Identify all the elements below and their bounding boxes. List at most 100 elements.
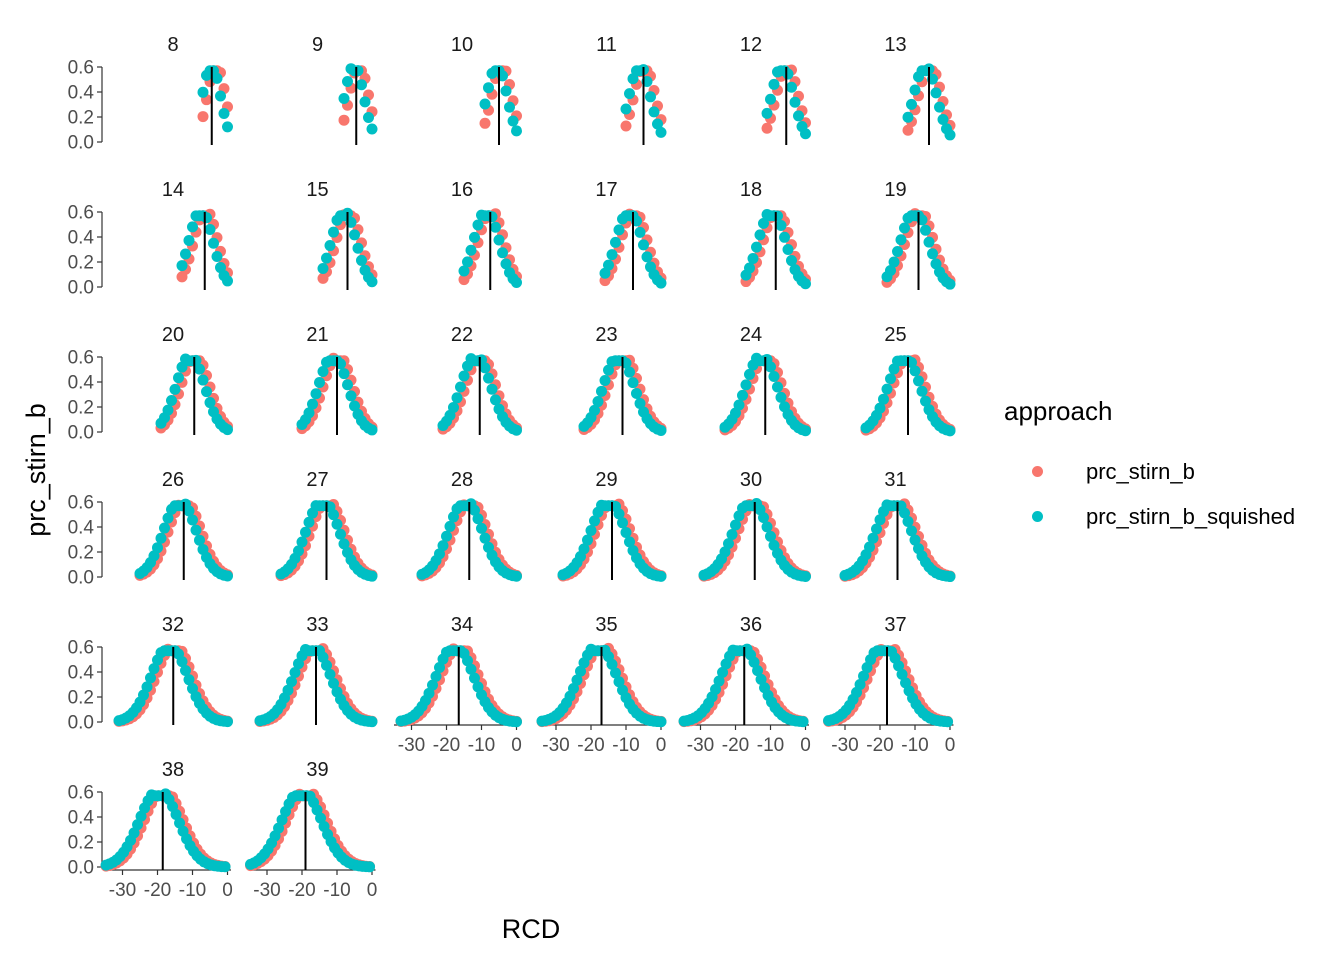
- point-prc-stirn-b-squished: [197, 86, 209, 98]
- facet-label-22: 22: [451, 324, 473, 346]
- point-prc-stirn-b-squished: [909, 534, 921, 546]
- point-prc-stirn-b-squished: [655, 277, 667, 289]
- point-prc-stirn-b-squished: [944, 425, 956, 437]
- point-prc-stirn-b-squished: [324, 668, 336, 680]
- point-prc-stirn-b-squished: [204, 223, 216, 235]
- y-tick-label: 0.2: [68, 833, 94, 854]
- point-prc-stirn-b: [197, 111, 209, 123]
- point-prc-stirn-b-squished: [589, 515, 600, 527]
- point-prc-stirn-b-squished: [455, 381, 466, 393]
- x-tick-label: -10: [468, 735, 495, 756]
- point-prc-stirn-b-squished: [349, 400, 360, 412]
- point-prc-stirn-b: [761, 122, 773, 134]
- point-prc-stirn-b-squished: [902, 516, 914, 528]
- point-prc-stirn-b-squished: [138, 689, 149, 701]
- point-prc-stirn-b-squished: [356, 254, 367, 266]
- y-tick-label: 0.0: [68, 423, 94, 444]
- facet-label-10: 10: [451, 34, 473, 56]
- y-tick-label: 0.4: [68, 228, 95, 249]
- point-prc-stirn-b-squished: [748, 656, 760, 668]
- point-prc-stirn-b-squished: [710, 683, 722, 695]
- point-prc-stirn-b-squished: [364, 861, 376, 873]
- point-prc-stirn-b-squished: [610, 667, 621, 679]
- point-prc-stirn-b-squished: [568, 683, 579, 695]
- point-prc-stirn-b-squished: [187, 514, 198, 526]
- y-tick-label: 0.4: [68, 518, 95, 539]
- point-prc-stirn-b-squished: [310, 388, 322, 400]
- point-prc-stirn-b-squished: [504, 101, 515, 113]
- y-tick-label: 0.4: [68, 663, 95, 684]
- point-prc-stirn-b-squished: [571, 674, 583, 686]
- facet-label-19: 19: [884, 179, 906, 201]
- point-prc-stirn-b-squished: [321, 252, 332, 264]
- point-prc-stirn-b-squished: [437, 540, 449, 552]
- x-tick-label: 0: [656, 735, 667, 756]
- point-prc-stirn-b-squished: [162, 404, 174, 416]
- legend-label-prc-stirn-b: prc_stirn_b: [1086, 458, 1195, 484]
- point-prc-stirn-b-squished: [497, 247, 508, 259]
- point-prc-stirn-b-squished: [779, 231, 790, 243]
- point-prc-stirn-b-squished: [782, 243, 794, 255]
- point-prc-stirn-b-squished: [913, 375, 924, 387]
- point-prc-stirn-b-squished: [596, 385, 607, 397]
- point-prc-stirn-b-squished: [871, 523, 882, 535]
- point-prc-stirn-b-squished: [717, 666, 729, 678]
- facet-label-28: 28: [451, 469, 473, 491]
- x-tick-label: -30: [831, 735, 858, 756]
- point-prc-stirn-b-squished: [730, 519, 741, 531]
- point-prc-stirn-b-squished: [613, 224, 625, 236]
- point-prc-stirn-b-squished: [920, 224, 931, 236]
- point-prc-stirn-b-squished: [315, 812, 327, 824]
- point-prc-stirn-b-squished: [772, 210, 783, 222]
- x-tick-label: -30: [687, 735, 714, 756]
- facet-label-11: 11: [596, 34, 617, 56]
- point-prc-stirn-b-squished: [176, 260, 188, 272]
- point-prc-stirn-b-squished: [222, 570, 233, 582]
- point-prc-stirn-b-squished: [296, 536, 308, 548]
- legend-title: approach: [1004, 396, 1113, 426]
- x-tick-label: -10: [757, 735, 784, 756]
- point-prc-stirn-b-squished: [723, 538, 734, 550]
- facet-label-35: 35: [595, 614, 617, 636]
- y-tick-label: 0.2: [68, 543, 94, 564]
- point-prc-stirn-b-squished: [152, 542, 163, 554]
- point-prc-stirn-b-squished: [349, 229, 360, 241]
- point-prc-stirn-b-squished: [603, 259, 614, 271]
- point-prc-stirn-b-squished: [222, 716, 233, 728]
- point-prc-stirn-b-squished: [276, 814, 288, 826]
- point-prc-stirn-b-squished: [472, 219, 484, 231]
- x-tick-label: -10: [901, 735, 928, 756]
- point-prc-stirn-b-squished: [652, 118, 663, 130]
- x-tick-label: 0: [367, 880, 378, 901]
- point-prc-stirn-b-squished: [507, 115, 519, 127]
- point-prc-stirn-b-squished: [222, 121, 233, 133]
- point-prc-stirn-b-squished: [170, 809, 182, 821]
- facet-label-27: 27: [306, 469, 328, 491]
- point-prc-stirn-b-squished: [888, 256, 900, 268]
- point-prc-stirn-b-squished: [747, 252, 759, 264]
- point-prc-stirn-b-squished: [885, 264, 896, 276]
- y-tick-label: 0.0: [68, 713, 94, 734]
- point-prc-stirn-b-squished: [448, 401, 459, 413]
- point-prc-stirn-b-squished: [493, 234, 505, 246]
- point-prc-stirn-b-squished: [782, 68, 794, 80]
- point-prc-stirn-b-squished: [300, 526, 311, 538]
- point-prc-stirn-b-squished: [620, 526, 632, 538]
- point-prc-stirn-b-squished: [197, 374, 209, 386]
- point-prc-stirn-b-squished: [793, 110, 804, 122]
- point-prc-stirn-b-squished: [218, 107, 230, 119]
- point-prc-stirn-b-squished: [479, 98, 491, 110]
- point-prc-stirn-b-squished: [899, 222, 910, 234]
- point-prc-stirn-b-squished: [610, 236, 621, 248]
- point-prc-stirn-b-squished: [934, 101, 945, 113]
- x-tick-label: -20: [288, 880, 315, 901]
- point-prc-stirn-b-squished: [444, 520, 456, 532]
- point-prc-stirn-b-squished: [465, 663, 477, 675]
- point-prc-stirn-b-squished: [881, 383, 893, 395]
- point-prc-stirn-b-squished: [363, 112, 374, 124]
- point-prc-stirn-b-squished: [479, 362, 491, 374]
- point-prc-stirn-b-squished: [765, 361, 776, 373]
- point-prc-stirn-b-squished: [458, 370, 470, 382]
- y-tick-label: 0.6: [68, 783, 94, 804]
- point-prc-stirn-b-squished: [359, 96, 371, 108]
